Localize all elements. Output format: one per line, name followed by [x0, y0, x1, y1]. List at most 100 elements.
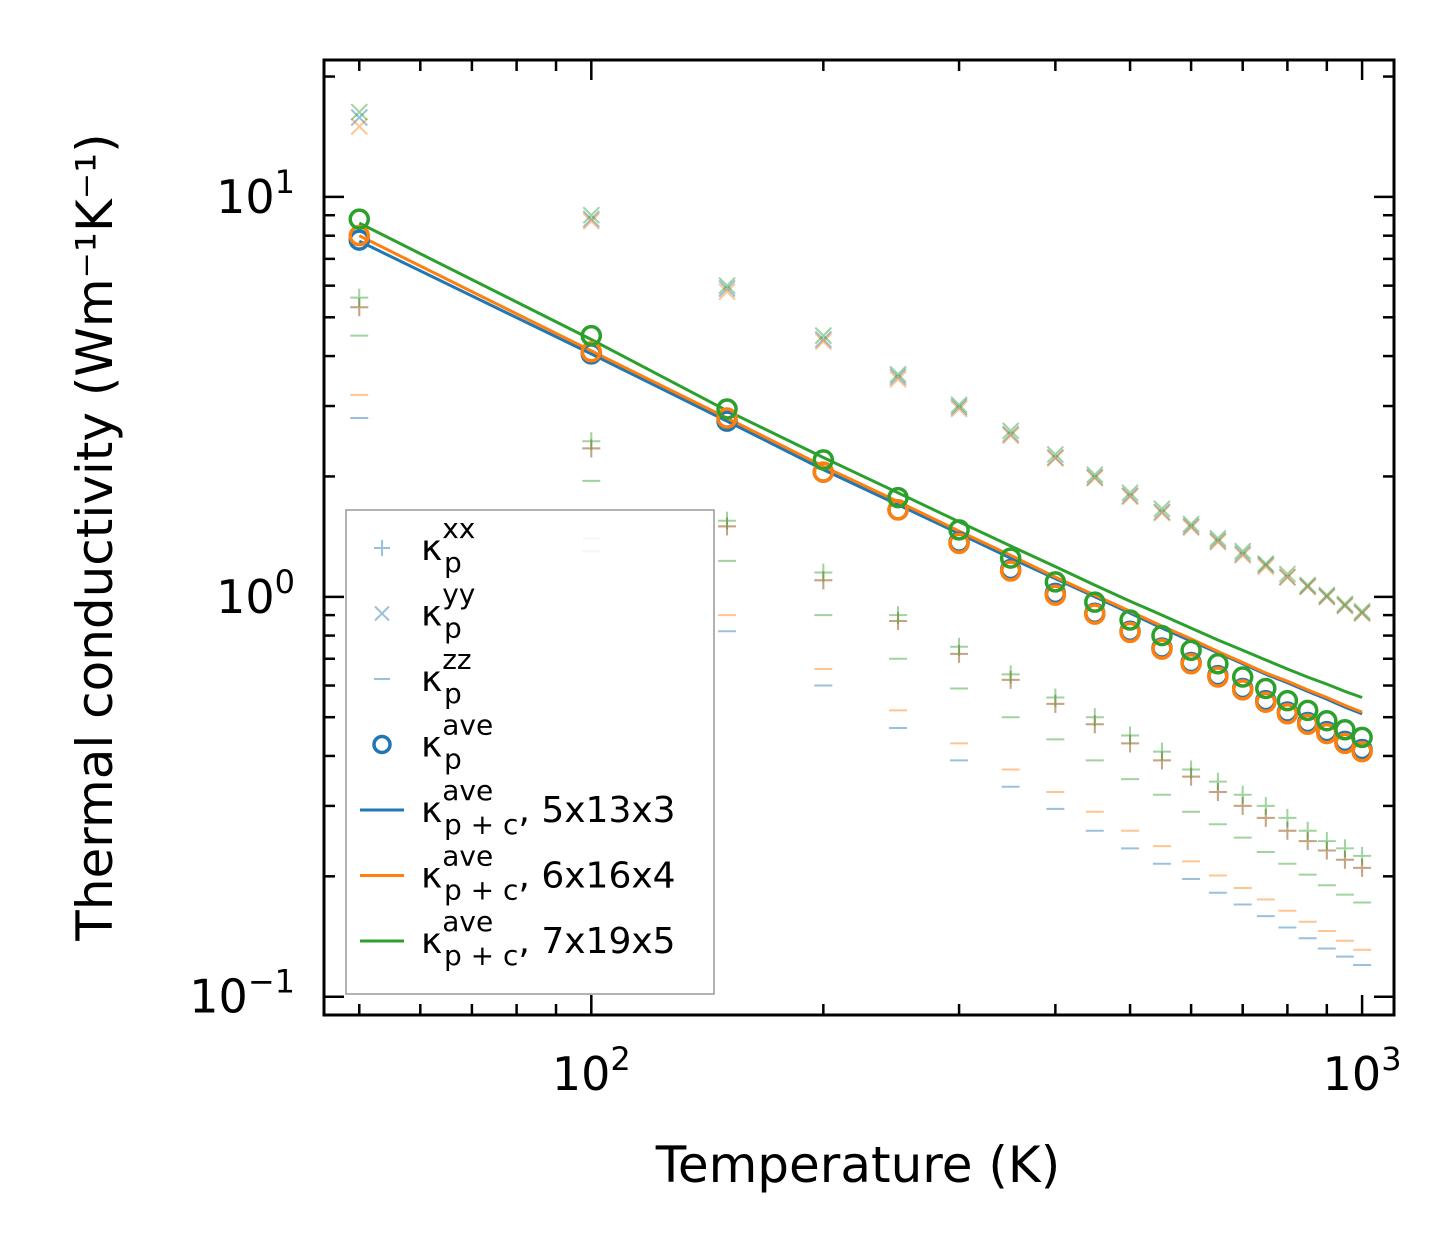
kpc-ave-line-7x19x5 [358, 221, 1363, 699]
kave-marker [580, 341, 603, 363]
kyy-marker-b [1209, 533, 1227, 551]
kyy-marker-a [1046, 449, 1065, 468]
kyy-marker-b [1278, 565, 1297, 583]
kxx-marker [1121, 734, 1140, 753]
kyy-marker-b [1153, 500, 1171, 518]
kyy-marker-b [1318, 588, 1336, 606]
kyy-marker-a [889, 365, 907, 384]
kyy-marker-a [1046, 445, 1065, 464]
kyy-marker [1278, 568, 1297, 586]
legend-entry: κave p [372, 709, 493, 776]
x-axis-title: Temperature (K) [655, 1136, 1060, 1194]
kyy-marker-b [718, 276, 736, 295]
legend-entry: κave p + c, 7x19x5 [360, 905, 676, 972]
kyy-marker-b [1298, 576, 1317, 594]
kave-marker [348, 208, 371, 230]
kyy-marker-b [814, 326, 833, 345]
kyy-marker-a [1046, 448, 1065, 467]
kyy-marker-b [1336, 597, 1354, 615]
kxx-marker [814, 571, 833, 590]
kave-marker [1351, 726, 1373, 749]
kyy-marker-a [350, 108, 368, 127]
kave-marker [716, 398, 738, 420]
kyy-marker-a [1209, 532, 1227, 550]
legend-frame [345, 509, 715, 995]
kyy-marker [1001, 425, 1020, 443]
kyy-marker [1298, 576, 1317, 594]
kyy-marker [1153, 504, 1171, 522]
kyy-marker [1257, 555, 1275, 573]
kyy-marker [1046, 445, 1065, 464]
kave-marker [1296, 699, 1319, 722]
kyy-marker [950, 398, 968, 416]
kxx-marker [1256, 808, 1275, 827]
kyy-marker [814, 326, 833, 345]
kxx-marker [1278, 808, 1297, 827]
kxx-marker [1317, 832, 1336, 851]
kyy-marker-a [1086, 468, 1104, 487]
kyy-marker [1336, 597, 1354, 615]
kyy-marker-a [1336, 597, 1354, 615]
kyy-marker-a [814, 326, 833, 345]
kave-marker [1255, 691, 1277, 713]
kyy-marker-b [1121, 486, 1139, 505]
kyy-marker [1353, 602, 1371, 621]
kyy-marker-b [1298, 577, 1317, 596]
kxx-marker [1298, 832, 1317, 851]
kxx-marker [350, 298, 369, 317]
kpc-ave-lines [358, 221, 1363, 716]
kyy-marker-b [1278, 568, 1297, 586]
kave-marker [887, 499, 909, 521]
kxx-marker [1182, 760, 1201, 779]
kyy-marker-b [889, 365, 907, 384]
kyy-marker-a [1353, 604, 1371, 622]
kxx-marker [1152, 742, 1171, 761]
kyy-marker-b [950, 398, 968, 416]
kyy-marker [1001, 422, 1020, 440]
kxx-marker [582, 439, 601, 458]
kave-marker [1151, 638, 1173, 660]
kyy-marker-b [1182, 517, 1200, 536]
kyy-marker [1209, 533, 1227, 551]
kyy-marker-a [350, 117, 368, 136]
kyy-marker-b [1086, 468, 1104, 487]
kyy-marker-a [1278, 568, 1297, 586]
kyy-marker [350, 117, 368, 136]
kyy-marker [1353, 604, 1371, 622]
kxx-marker [1001, 670, 1020, 689]
kxx-marker [889, 606, 908, 625]
kyy-marker-b [718, 279, 736, 298]
kxx-marker [1208, 783, 1227, 802]
kyy-marker [718, 276, 736, 295]
kave-marker [1207, 653, 1229, 675]
kyy-marker [889, 370, 907, 388]
kyy-marker-a [1182, 515, 1200, 533]
kxx-marker [814, 571, 833, 590]
kave-marker [1231, 679, 1254, 701]
kyy-marker-a [1278, 568, 1297, 586]
y-tick-label: 100 [216, 563, 295, 624]
kyy-marker [1046, 449, 1065, 468]
kave-marker [1180, 639, 1202, 662]
kyy-marker-b [1257, 556, 1275, 574]
kyy-marker-b [1046, 448, 1065, 467]
kave-marker [1276, 689, 1299, 712]
legend-label: κzz p [421, 643, 472, 710]
kyy-marker [1318, 588, 1336, 606]
kyy-marker-a [718, 282, 736, 301]
kyy-marker-b [889, 370, 907, 388]
kyy-marker-a [1121, 487, 1139, 506]
legend-circle-icon [372, 734, 392, 755]
axis-ticks [324, 60, 1394, 1017]
kave-marker [1084, 591, 1106, 613]
kyy-marker [1209, 532, 1227, 550]
kyy-marker-a [1278, 565, 1297, 583]
kxx-marker [1335, 850, 1354, 869]
kyy-marker [1209, 529, 1227, 548]
kave-marker [1231, 666, 1254, 688]
kyy-marker [1182, 518, 1200, 537]
kyy-marker-a [1001, 426, 1020, 445]
kxx-marker [1353, 858, 1372, 877]
